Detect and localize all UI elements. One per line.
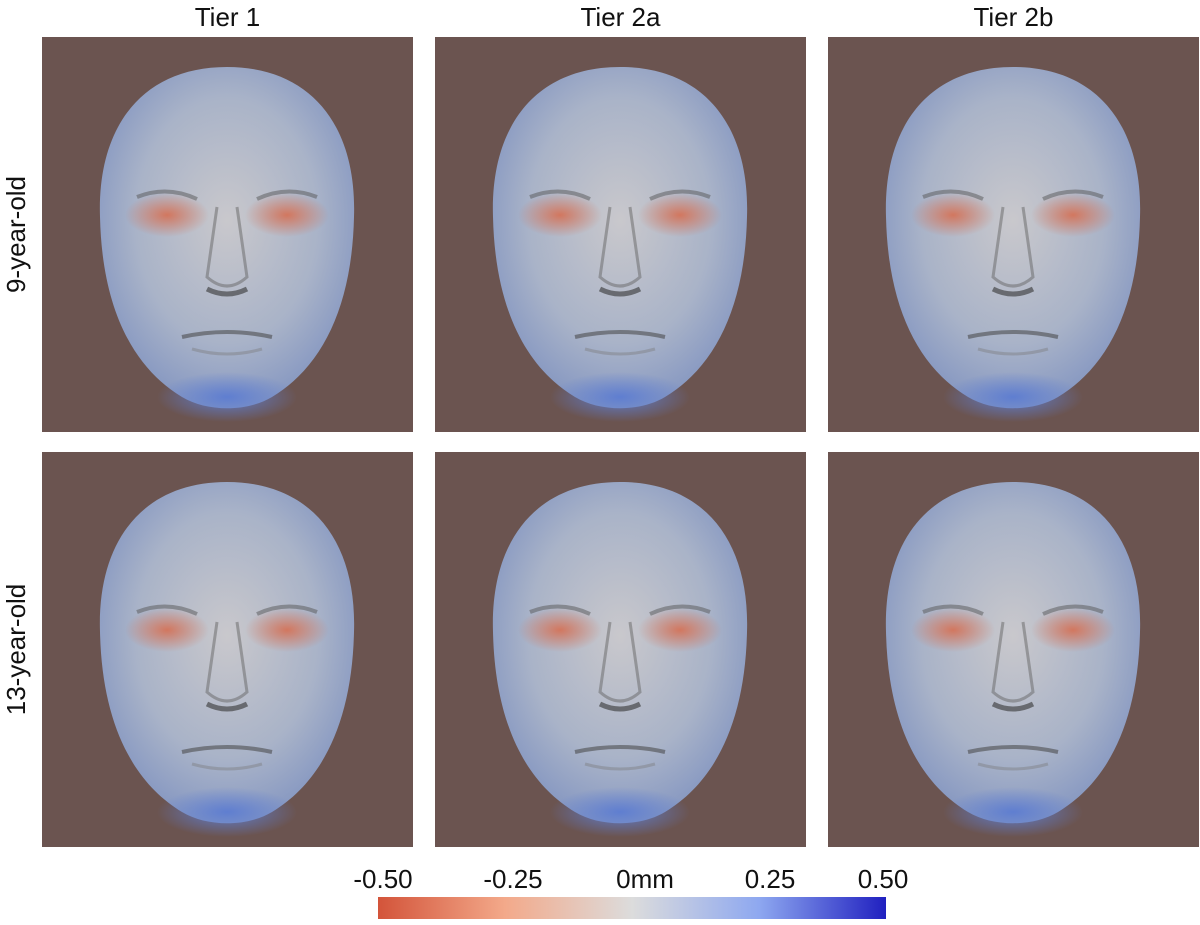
column-header: Tier 1 [195, 2, 261, 32]
face-panel [435, 452, 806, 847]
column-header: Tier 2b [974, 2, 1054, 32]
face-panel [435, 37, 806, 432]
row-label: 13-year-old [1, 584, 31, 716]
colorbar-tick-label: 0.25 [745, 864, 796, 894]
face-panel [42, 37, 413, 432]
row-label: 9-year-old [1, 176, 31, 293]
face-panel [828, 37, 1199, 432]
colorbar-tick-label: -0.50 [353, 864, 412, 894]
colorbar-tick-label: 0.50 [858, 864, 909, 894]
colorbar-tick-label: 0mm [616, 864, 674, 894]
face-panel [828, 452, 1199, 847]
colorbar-tick-label: -0.25 [483, 864, 542, 894]
colorbar [378, 897, 886, 919]
column-header: Tier 2a [581, 2, 661, 32]
face-panel [42, 452, 413, 847]
